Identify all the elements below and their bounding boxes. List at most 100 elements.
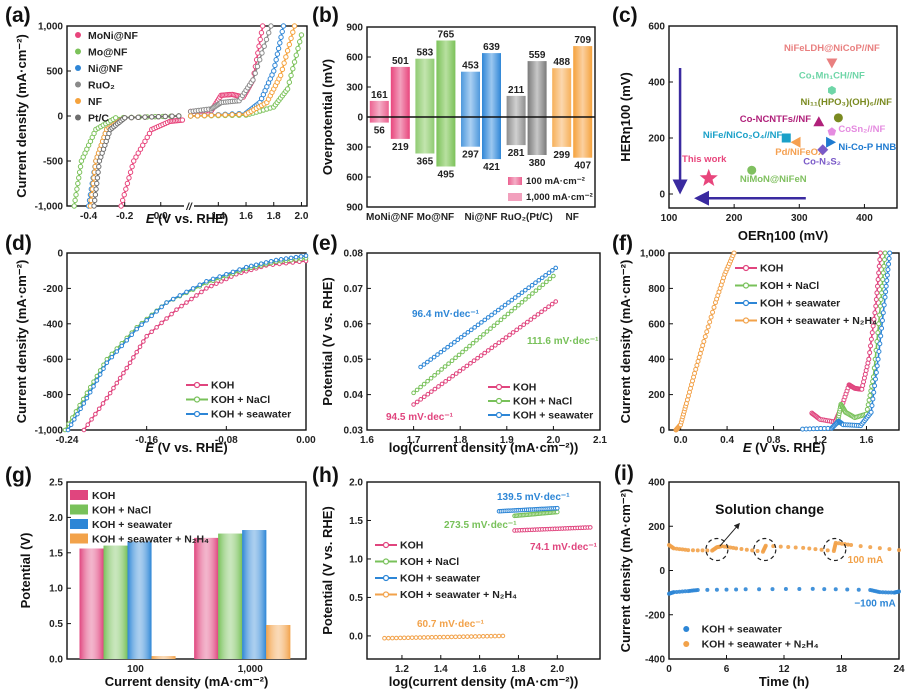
series-4-oer-point bbox=[215, 112, 222, 118]
series-4-oer-point bbox=[286, 41, 293, 48]
x-tick-label: 1.2 bbox=[813, 435, 827, 446]
series-0-point bbox=[866, 356, 872, 362]
x-title-var: E bbox=[145, 440, 154, 455]
series-3-point bbox=[425, 635, 431, 640]
series-2-point bbox=[68, 422, 74, 427]
x-tick-label: 2.1 bbox=[593, 435, 607, 446]
y-axis-title: Potential (V vs. RHE) bbox=[320, 277, 335, 406]
series-1-point bbox=[523, 297, 528, 302]
series-4-oer-point bbox=[281, 60, 287, 66]
series-0-point bbox=[822, 587, 827, 592]
legend-label: KOH + seawater bbox=[400, 573, 480, 585]
series-3-point bbox=[465, 634, 470, 639]
bar-oer-1000 bbox=[436, 40, 456, 117]
series-3-point bbox=[386, 635, 391, 641]
series-2-point bbox=[883, 289, 889, 295]
series-2-point bbox=[87, 389, 93, 395]
series-1-point bbox=[519, 299, 525, 305]
legend-marker bbox=[75, 98, 81, 104]
series-2-point bbox=[210, 276, 216, 282]
series-0-point bbox=[189, 296, 194, 302]
series-2-point bbox=[875, 356, 881, 362]
legend-marker bbox=[75, 48, 81, 55]
series-2-oer-point bbox=[271, 68, 277, 74]
legend-marker bbox=[382, 591, 390, 598]
series-2-point bbox=[114, 349, 120, 354]
series-5-her-point bbox=[91, 203, 97, 209]
series-0-point bbox=[414, 399, 420, 405]
series-2-point bbox=[475, 322, 481, 328]
series-1-point bbox=[868, 545, 873, 550]
x-tick-label: 1.6 bbox=[473, 664, 487, 675]
x-tick-label: 0.4 bbox=[720, 435, 734, 446]
series-2-point bbox=[159, 304, 164, 310]
legend-label: KOH + seawater bbox=[760, 298, 840, 310]
x-axis-title: Current density (mA·cm⁻²) bbox=[105, 674, 269, 689]
series-2-point bbox=[124, 338, 130, 343]
legend-label: KOH bbox=[400, 540, 423, 552]
series-2-point bbox=[465, 329, 471, 335]
series-3-point bbox=[731, 250, 737, 256]
series-2-point bbox=[268, 258, 274, 264]
tafel-label: 74.1 mV·dec⁻¹ bbox=[530, 542, 598, 553]
series-0-point bbox=[770, 587, 775, 592]
series-0-point bbox=[549, 301, 555, 307]
series-5-her-point bbox=[95, 169, 101, 175]
series-3-point bbox=[704, 329, 710, 335]
series-0-point bbox=[587, 525, 593, 530]
series-0-point bbox=[93, 411, 98, 417]
series-2-point bbox=[452, 339, 457, 345]
legend-label: KOH + NaCl bbox=[513, 396, 572, 408]
series-1-her-point bbox=[74, 186, 80, 192]
series-1-point bbox=[763, 543, 768, 548]
series-0-her-point bbox=[126, 175, 132, 181]
x-axis-title: E (V vs. RHE) bbox=[743, 440, 825, 455]
series-2-point bbox=[278, 257, 284, 262]
series-0-point bbox=[446, 376, 452, 382]
y-tick-label: -200 bbox=[43, 284, 63, 295]
series-2-point bbox=[455, 337, 461, 343]
legend-swatch bbox=[70, 504, 88, 515]
series-1-point bbox=[456, 352, 462, 358]
series-0-point bbox=[204, 286, 209, 291]
series-0-point bbox=[127, 360, 133, 366]
point-label: NiMoN@NiFeN bbox=[740, 174, 807, 185]
x-tick-label: 400 bbox=[856, 213, 873, 224]
series-1-point bbox=[533, 288, 539, 293]
legend-label: Mo@NF bbox=[88, 47, 128, 59]
series-2-point bbox=[543, 273, 548, 278]
series-0-point bbox=[897, 589, 901, 594]
series-2-point bbox=[472, 325, 477, 330]
series-3-point bbox=[394, 635, 399, 641]
series-3-point bbox=[701, 339, 707, 344]
series-1-point bbox=[778, 544, 783, 549]
series-1-point bbox=[463, 346, 469, 352]
series-0-point bbox=[875, 283, 881, 289]
series-2-point bbox=[184, 289, 189, 295]
chart-i: (i) -400 -200 0 200 400 0 6 12 18 24 Solution chang… bbox=[614, 462, 905, 689]
series-5-her-point bbox=[128, 114, 135, 121]
legend-label: Ni@NF bbox=[88, 63, 123, 75]
panel-label: (h) bbox=[312, 464, 339, 487]
legend-marker bbox=[495, 383, 503, 391]
series-2-point bbox=[554, 505, 560, 511]
legend-label: KOH + seawater + N₂H₄ bbox=[760, 315, 877, 327]
y-axis-title: Current density (mA·cm⁻²) bbox=[618, 489, 633, 653]
series-2-point bbox=[887, 250, 893, 256]
plot-frame bbox=[668, 252, 900, 431]
x-tick-label: 12 bbox=[778, 664, 790, 675]
series-1-point bbox=[481, 332, 486, 337]
series-1-oer-point bbox=[286, 79, 293, 85]
x-tick-label: 100 bbox=[661, 213, 678, 224]
data-label: 297 bbox=[462, 150, 479, 161]
series-2-point bbox=[883, 283, 889, 289]
y-tick-label: 300 bbox=[346, 143, 363, 154]
series-0-point bbox=[429, 389, 434, 394]
series-1-her-point bbox=[112, 115, 119, 121]
series-0-point bbox=[810, 586, 815, 591]
series-1-point bbox=[439, 367, 444, 372]
series-2-point bbox=[536, 277, 542, 283]
y-tick-label: 900 bbox=[346, 203, 363, 214]
bar-highlight bbox=[194, 537, 219, 659]
x-tick-label: 2.0 bbox=[546, 435, 560, 446]
